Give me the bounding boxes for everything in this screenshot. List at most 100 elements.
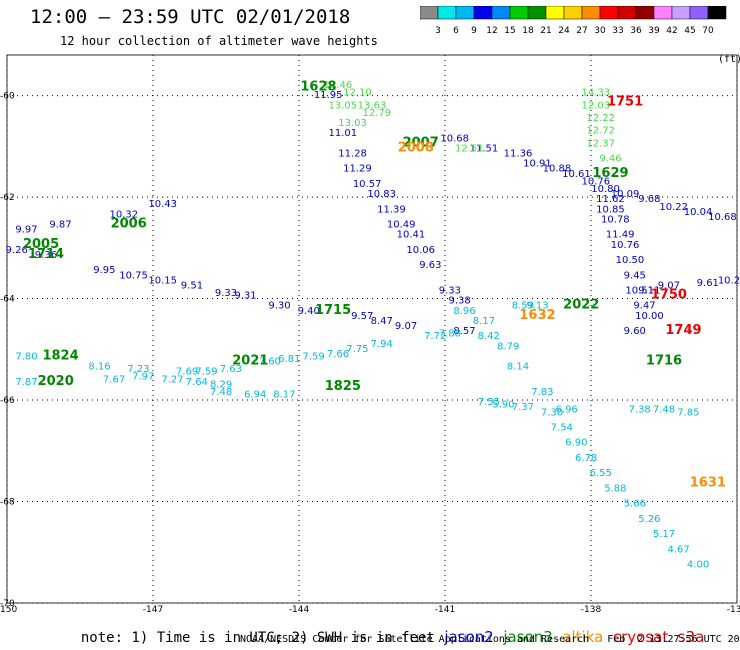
- pass-time-label: 1751: [607, 95, 643, 110]
- wave-height-jason2: 11.49: [606, 230, 635, 241]
- legend-tick-label: 21: [540, 26, 551, 36]
- wave-height-jason2: 9.30: [268, 301, 290, 312]
- wave-height-jason2: 10.68: [708, 212, 737, 223]
- wave-height-jason2: 9.31: [234, 291, 256, 302]
- wave-height-s3a: 7.30: [541, 407, 563, 418]
- wave-height-s3a: 7.59: [195, 367, 217, 378]
- legend-tick-label: 3: [435, 26, 441, 36]
- legend-swatch: [527, 6, 547, 20]
- wave-height-jason2: 8.47: [371, 316, 393, 327]
- pass-time-label: 2007: [403, 135, 439, 150]
- wave-height-s3a: 8.14: [507, 362, 529, 373]
- legend-swatch: [509, 6, 529, 20]
- wave-height-s3a: 7.88: [439, 329, 461, 340]
- legend-swatch: [653, 6, 673, 20]
- satellite-legend: jason2 jason3 altika cryosat s3a: [435, 628, 705, 646]
- pass-time-label: 1632: [519, 308, 555, 323]
- footer-note: note: 1) Time is in UTC; 2) SWH is in fe…: [64, 612, 704, 646]
- wave-height-jason2: 9.95: [93, 265, 115, 276]
- legend-swatch: [420, 6, 439, 20]
- wave-height-s3a: 7.72: [424, 331, 446, 342]
- wave-height-jason3: 12.72: [586, 126, 615, 137]
- wave-height-jason2: 10.28: [718, 275, 740, 286]
- wave-height-jason3: 12.51: [455, 143, 484, 154]
- wave-height-s3a: 7.94: [371, 339, 393, 350]
- wave-height-jason3: 12.37: [586, 138, 615, 149]
- legend-swatch: [617, 6, 637, 20]
- chart-subtitle: 12 hour collection of altimeter wave hei…: [60, 34, 378, 48]
- wave-height-s3a: 7.37: [512, 402, 534, 413]
- pass-time-label: 2021: [232, 354, 268, 369]
- y-tick-label: -60: [0, 92, 15, 102]
- wave-height-jason2: 9.45: [624, 270, 646, 281]
- legend-swatch: [581, 6, 601, 20]
- wave-height-jason3: 12.79: [363, 108, 392, 119]
- wave-height-jason2: 10.61: [562, 169, 591, 180]
- wave-height-jason2: 9.47: [633, 301, 655, 312]
- wave-height-jason2: 11.62: [596, 194, 625, 205]
- wave-height-jason2: 9.63: [419, 260, 441, 271]
- legend-tick-label: 18: [522, 26, 534, 36]
- wave-height-s3a: 7.69: [176, 367, 198, 378]
- plot-frame: [6, 54, 738, 604]
- wave-height-jason2: 9.07: [658, 280, 680, 291]
- legend-tick-label: 33: [612, 26, 623, 36]
- chart-title: 12:00 — 23:59 UTC 02/01/2018: [30, 6, 351, 28]
- wave-height-s3a: 7.27: [161, 374, 183, 385]
- y-tick-label: -66: [0, 396, 15, 406]
- pass-time-label: 2006: [111, 217, 147, 232]
- wave-height-s3a: 8.59: [512, 301, 534, 312]
- wave-height-jason2: 10.76: [611, 240, 640, 251]
- wave-height-s3a: 7.48: [653, 405, 675, 416]
- legend-tick-label: 6: [453, 26, 459, 36]
- y-tick-label: -64: [0, 295, 15, 305]
- wave-height-jason2: 11.39: [377, 204, 406, 215]
- wave-height-jason2: 10.43: [148, 199, 177, 210]
- wave-height-s3a: 7.64: [186, 377, 208, 388]
- wave-height-s3a: 7.85: [677, 407, 699, 418]
- legend-tick-label: 27: [576, 26, 587, 36]
- wave-height-jason2: 10.91: [523, 159, 552, 170]
- wave-height-jason2: 10.83: [367, 189, 396, 200]
- wave-height-s3a: 5.17: [653, 529, 675, 540]
- wave-height-jason2: 10.88: [543, 164, 572, 175]
- wave-height-s3a: 5.88: [604, 483, 626, 494]
- wave-height-jason3: 13.63: [358, 100, 387, 111]
- y-tick-label: -70: [0, 599, 15, 609]
- legend-swatch: [473, 6, 493, 20]
- wave-height-jason3: 13.03: [338, 118, 367, 129]
- legend-swatch: [635, 6, 655, 20]
- wave-height-s3a: 7.80: [15, 351, 37, 362]
- wave-height-s3a: 7.75: [346, 344, 368, 355]
- footer-credit: NOAA/NESDIS Center for Satellite Applica…: [240, 634, 740, 645]
- pass-time-label: 2022: [563, 298, 599, 313]
- wave-height-jason2: 9.87: [49, 220, 71, 231]
- legend-tick-label: 70: [702, 26, 714, 36]
- wave-height-s3a: 8.16: [88, 362, 110, 373]
- wave-height-s3a: 7.54: [551, 422, 573, 433]
- legend-tick-label: 30: [594, 26, 606, 36]
- wave-height-jason2: 10.32: [109, 209, 138, 220]
- wave-height-jason2: 10.09: [611, 189, 640, 200]
- legend-tick-label: 15: [504, 26, 515, 36]
- wave-height-jason2: 9.51: [181, 280, 203, 291]
- wave-height-jason2: 9.61: [697, 278, 719, 289]
- legend-swatch: [689, 6, 709, 20]
- legend-swatch: [563, 6, 583, 20]
- satellite-jason3: jason3: [493, 628, 553, 646]
- wave-height-s3a: 6.78: [575, 453, 597, 464]
- legend-swatch: [437, 6, 457, 20]
- wave-height-jason2: 9.97: [15, 225, 37, 236]
- pass-time-label: 1714: [28, 247, 64, 262]
- wave-height-jason2: 11.01: [328, 128, 357, 139]
- color-scale-legend: [420, 6, 727, 20]
- wave-height-s3a: 6.81: [278, 354, 300, 365]
- wave-height-s3a: 8.29: [210, 379, 232, 390]
- satellite-s3a: s3a: [668, 628, 705, 646]
- wave-height-jason2: 9.40: [298, 306, 320, 317]
- wave-height-s3a: 6.55: [590, 468, 612, 479]
- wave-height-jason2: 10.68: [440, 133, 469, 144]
- wave-height-s3a: 6.90: [565, 438, 587, 449]
- wave-height-s3a: 7.59: [302, 351, 324, 362]
